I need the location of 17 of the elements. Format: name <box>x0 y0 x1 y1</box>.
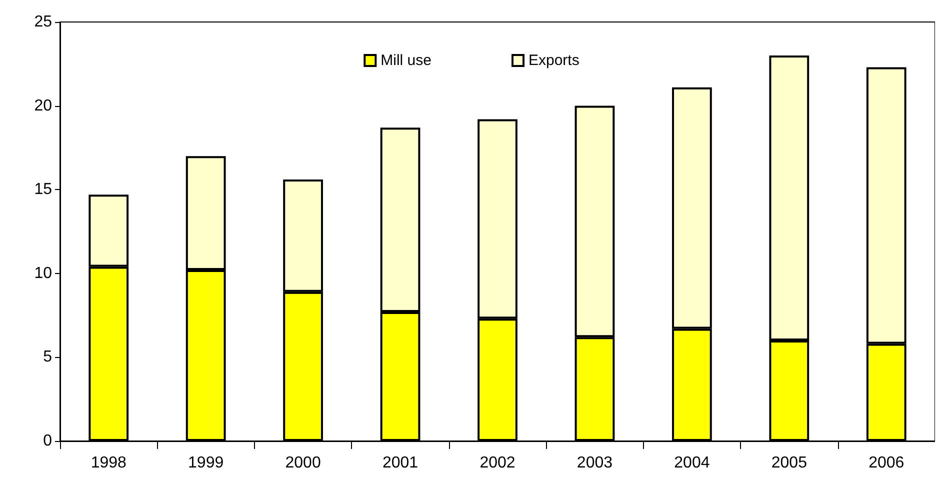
y-tick-label: 15 <box>34 181 52 198</box>
legend-label: Exports <box>528 52 580 69</box>
y-tick-label: 25 <box>34 14 52 30</box>
y-tick-label: 5 <box>43 348 52 366</box>
y-tick-label: 10 <box>34 264 52 282</box>
y-tick-label: 20 <box>34 97 52 114</box>
y-tick-label: 0 <box>43 432 52 450</box>
x-tick-label: 2001 <box>382 454 418 472</box>
x-tick-label: 1998 <box>90 454 127 472</box>
legend-label: Mill use <box>380 52 432 69</box>
x-tick-label: 2003 <box>576 454 613 472</box>
x-tick-label: 2004 <box>674 454 710 472</box>
x-tick-label: 1999 <box>188 454 224 472</box>
x-tick-label: 2000 <box>285 454 321 472</box>
x-tick-label: 2006 <box>868 454 904 472</box>
x-tick-label: 2005 <box>771 454 808 472</box>
x-tick-label: 2002 <box>480 454 516 472</box>
